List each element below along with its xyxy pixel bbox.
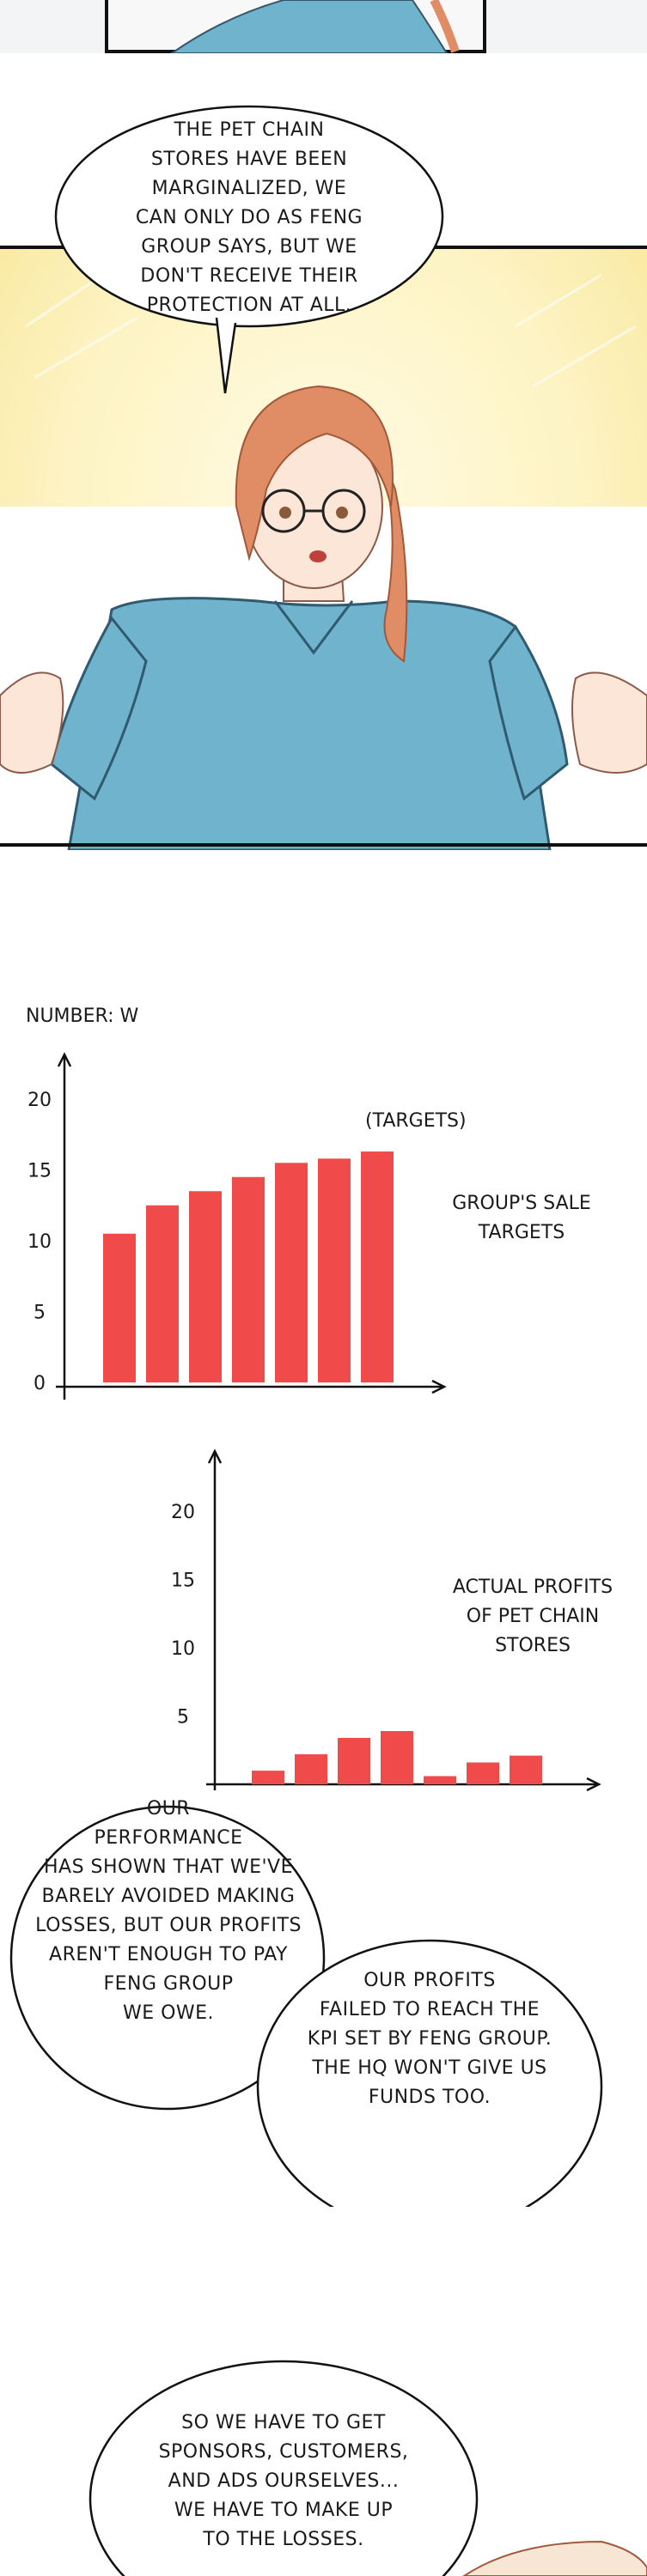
y-tick-label: 10 [171,1638,195,1660]
speech-bubble-4 [89,2360,647,2576]
bar [318,1158,351,1382]
chart-2-side-label: ACTUAL PROFITS OF PET CHAIN STORES [453,1577,613,1656]
bar [252,1771,284,1784]
chart-2-bars [252,1730,542,1784]
bar [361,1151,394,1382]
side-label-line: ACTUAL PROFITS [453,1577,613,1598]
side-label-line: OF PET CHAIN [467,1606,599,1627]
bar [295,1754,327,1784]
y-tick-label: 0 [34,1373,46,1394]
bubble-4-text: SO WE HAVE TO GET SPONSORS, CUSTOMERS, A… [158,2412,409,2550]
character-illustration [0,385,647,850]
chart-1-annotation: (TARGETS) [365,1110,467,1132]
bubble-3-text: OUR PROFITS FAILED TO REACH THE KPI SET … [307,1970,552,2108]
y-tick-label: 20 [171,1502,195,1523]
chart-1-side-label: GROUP'S SALE TARGETS [452,1193,591,1243]
side-label-line: GROUP'S SALE [452,1193,591,1214]
y-tick-label: 20 [27,1090,52,1111]
chart-2-yticks: 20 15 10 5 [171,1502,195,1728]
bar [510,1755,542,1784]
bar [467,1762,499,1784]
y-tick-label: 5 [34,1303,46,1324]
y-tick-label: 15 [171,1571,195,1592]
y-tick-label: 10 [27,1231,52,1253]
bubble-1-text: THE PET CHAIN STORES HAVE BEEN MARGINALI… [135,119,363,316]
bar [146,1205,179,1382]
bar [381,1730,413,1784]
bar [103,1233,136,1382]
side-label-line: STORES [495,1635,571,1656]
y-tick-label: 15 [27,1161,52,1182]
panel-divider [0,843,647,847]
bar [275,1163,308,1382]
chart-actual-profits: 20 15 10 5 ACTUAL PROFITS OF PET CHAIN STORES [171,1449,613,1792]
panel-top-art [105,0,486,53]
y-tick-label: 5 [177,1707,189,1728]
chart-1-bars [103,1151,394,1382]
bubble-2-text: OUR PERFORMANCE HAS SHOWN THAT WE'VE BAR… [35,1798,302,2024]
chart-title: NUMBER: W [26,1005,139,1027]
bar [424,1776,456,1784]
speech-bubbles-2-3 [9,1805,603,2207]
chart-sale-targets: NUMBER: W 20 15 10 5 0 (TARGETS) GROUP'S SAL… [26,1005,591,1400]
bar [189,1191,222,1382]
chart-1-yticks: 20 15 10 5 0 [27,1090,52,1394]
speech-bubble-1 [0,105,647,507]
bar [232,1176,265,1382]
bar [338,1737,370,1784]
panel-top-strip [0,0,647,53]
side-label-line: TARGETS [478,1222,565,1243]
